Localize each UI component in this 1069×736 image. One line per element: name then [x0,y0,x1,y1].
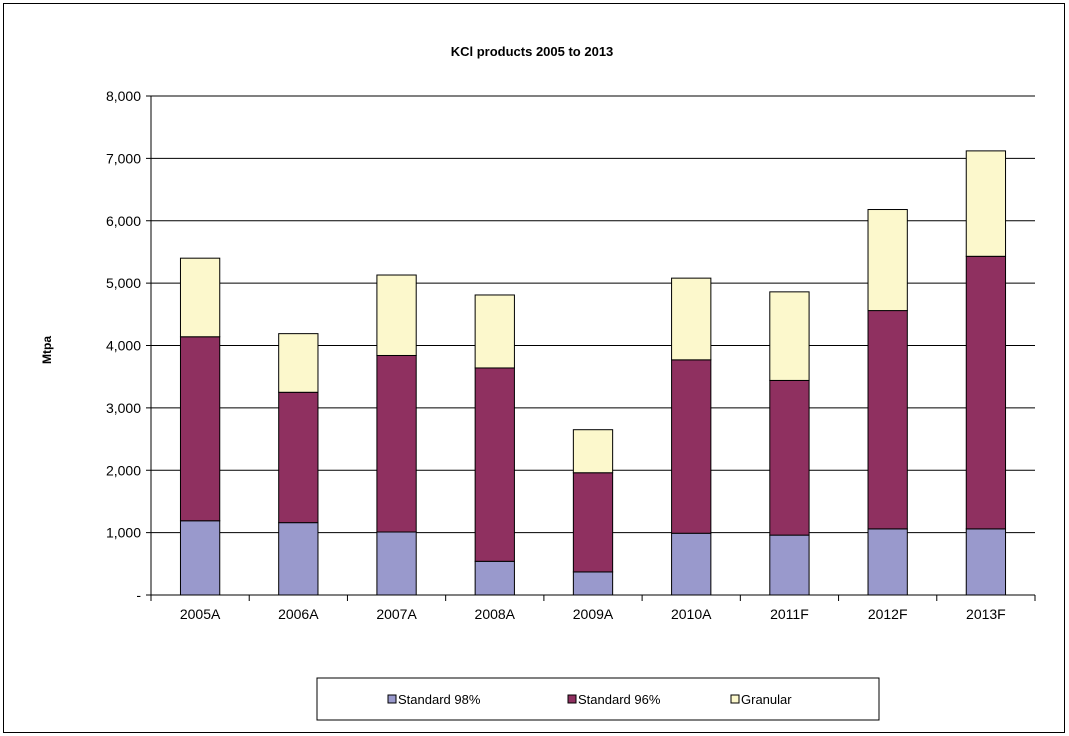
bar-segment [376,274,417,356]
bar-segment [671,532,712,596]
y-tick-label: 3,000 [106,400,141,416]
x-tick-label: 2006A [278,606,319,622]
x-tick-label: 2005A [180,606,221,622]
bar-segment [671,359,712,534]
bar-series [179,150,1007,596]
chart-frame: KCl products 2005 to 2013 Mtpa - 1,000 2,0… [3,3,1065,733]
bar-segment [867,528,908,596]
bar-segment [671,277,712,361]
legend-box [316,677,880,721]
bar-segment [965,528,1007,596]
chart-svg: KCl products 2005 to 2013 Mtpa - 1,000 2,0… [40,44,1036,721]
x-tick-label: 2013F [966,606,1006,622]
bar-segment [179,520,221,596]
bar-segment [278,333,319,393]
y-tick-label: 2,000 [106,462,141,478]
x-tick-label: 2009A [573,606,614,622]
y-tick-label: 1,000 [106,525,141,541]
bar-segment [867,209,908,312]
axes [146,95,1036,601]
x-tick-label: 2008A [475,606,516,622]
legend-swatch [567,694,577,704]
bar-segment [572,571,614,596]
bar-segment [769,291,810,381]
bar-segment [179,336,221,522]
legend-label: Standard 98% [398,692,481,707]
bar-segment [867,310,908,530]
bar-segment [572,429,614,474]
bar-segment [474,560,515,596]
legend-swatch [387,694,397,704]
x-tick-label: 2012F [868,606,908,622]
legend-label: Standard 96% [578,692,661,707]
legend-label: Granular [741,692,792,707]
bar-segment [572,472,614,573]
y-tick-label: 4,000 [106,338,141,354]
bar-segment [179,257,221,338]
y-tick-labels: - 1,000 2,000 3,000 4,000 5,000 6,000 7,000 8,00… [106,88,141,603]
bar-segment [376,354,417,533]
bar-segment [965,255,1007,530]
bar-segment [769,379,810,536]
bar-segment [278,391,319,524]
bar-segment [965,150,1007,257]
bar-segment [278,522,319,596]
legend-swatch [730,694,740,704]
bar-segment [376,531,417,596]
bar-segment [474,367,515,562]
x-tick-label: 2010A [671,606,712,622]
y-tick-label: 6,000 [106,213,141,229]
bar-segment [769,534,810,596]
bar-segment [474,294,515,369]
x-tick-label: 2011F [770,606,809,622]
y-tick-label: 8,000 [106,88,141,104]
y-tick-label: - [136,587,141,603]
y-axis-label: Mtpa [40,336,54,364]
x-tick-labels: 2005A 2006A 2007A 2008A 2009A 2010A 2011F 2012F… [180,606,1006,622]
chart-title: KCl products 2005 to 2013 [451,44,614,59]
y-tick-label: 7,000 [106,150,141,166]
y-tick-label: 5,000 [106,275,141,291]
legend: Standard 98% Standard 96% Granular [316,677,880,721]
x-tick-label: 2007A [376,606,417,622]
